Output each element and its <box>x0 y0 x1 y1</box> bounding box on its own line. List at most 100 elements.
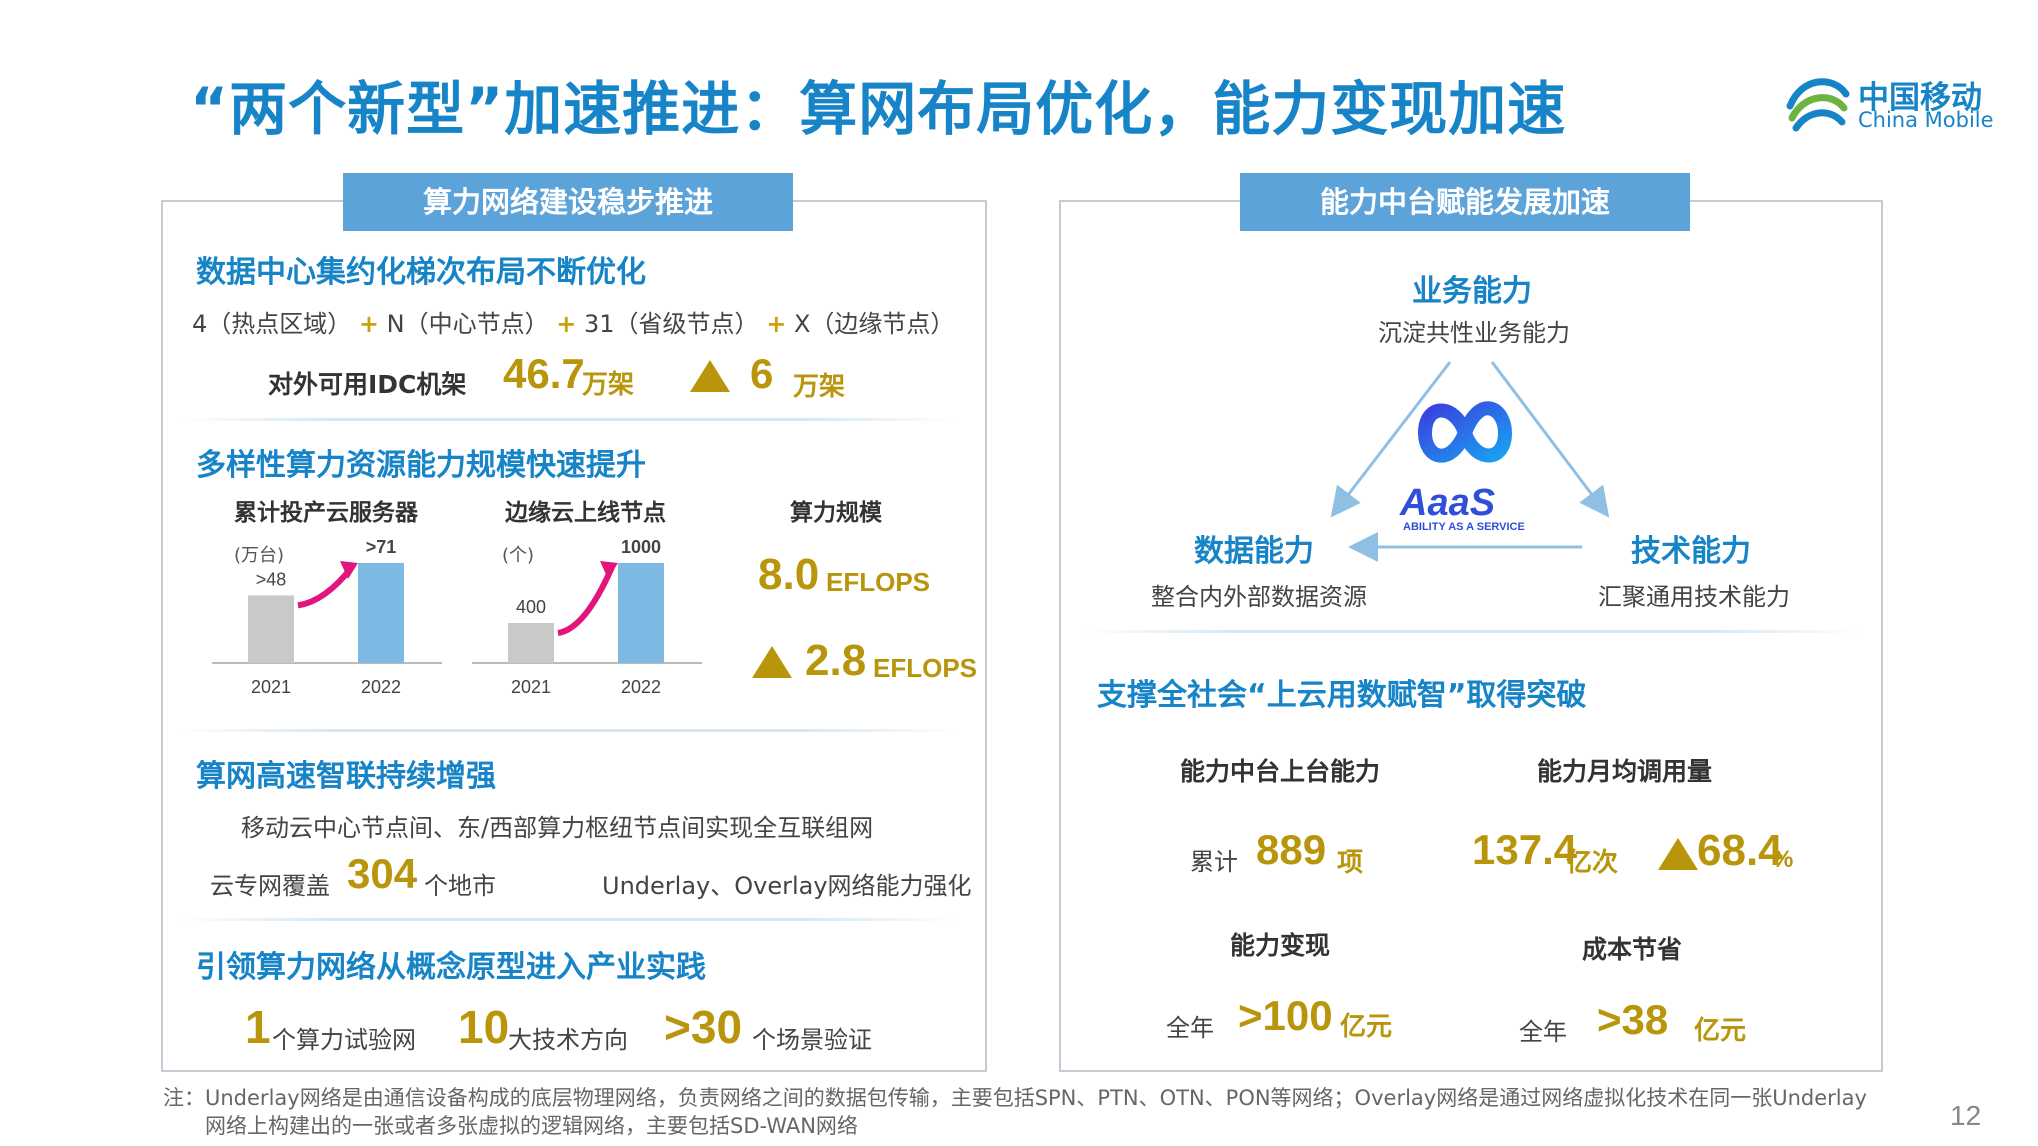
kpi-calls-title: 能力月均调用量 <box>1537 757 1713 786</box>
growth-arrow-icon <box>297 565 355 609</box>
increase-triangle-icon <box>752 646 792 678</box>
network-interconnect-text: 移动云中心节点间、东/西部算力枢纽节点间实现全互联组网 <box>241 814 874 842</box>
section-divider <box>1082 630 1862 633</box>
section-compute-heading: 多样性算力资源能力规模快速提升 <box>196 448 646 483</box>
idc-increase-unit: 万架 <box>793 371 846 401</box>
idc-label: 对外可用IDC机架 <box>268 370 467 399</box>
increase-triangle-icon <box>1658 838 1698 870</box>
capability-cycle-arrows <box>1330 361 1610 562</box>
section-divider <box>178 918 958 921</box>
kpi-saving-title: 成本节省 <box>1582 935 1683 964</box>
kpi-saving-prefix: 全年 <box>1519 1018 1567 1046</box>
kpi-revenue-prefix: 全年 <box>1166 1014 1214 1042</box>
cloud-network-unit: 个地市 <box>424 872 496 900</box>
chart2-title: 边缘云上线节点 <box>505 500 666 526</box>
tech-direction-text: 大技术方向 <box>508 1026 628 1054</box>
section-industry-heading: 引领算力网络从概念原型进入产业实践 <box>196 950 706 985</box>
kpi-capability-value: 889 <box>1256 826 1327 873</box>
node-edge: X（边缘节点） <box>793 310 955 338</box>
growth-arrow-icon <box>557 565 615 636</box>
left-panel <box>161 200 987 1072</box>
data-capability-sub: 整合内外部数据资源 <box>1151 583 1367 611</box>
data-label: 400 <box>516 597 546 617</box>
aaas-infinity-logo-icon <box>1418 401 1512 463</box>
bar-2021 <box>248 595 294 663</box>
chart3-title: 算力规模 <box>790 500 882 526</box>
chart1-title: 累计投产云服务器 <box>234 500 418 526</box>
kpi-saving-value: >38 <box>1597 996 1669 1043</box>
x-tick-label: 2021 <box>511 677 551 697</box>
page-number: 12 <box>1950 1100 1982 1131</box>
left-panel-tab: 算力网络建设稳步推进 <box>343 173 793 231</box>
tech-capability-sub: 汇聚通用技术能力 <box>1598 583 1790 611</box>
testnet-value: 1 <box>245 1001 271 1053</box>
idc-unit: 万架 <box>582 369 635 399</box>
kpi-revenue-value: >100 <box>1238 992 1333 1039</box>
node-layout-line: 4（热点区域） + N（中心节点） + 31（省级节点） + X（边缘节点） <box>192 304 954 339</box>
compute-scale-value: 8.0 <box>758 550 820 599</box>
testnet-text: 个算力试验网 <box>272 1026 416 1054</box>
data-label: >48 <box>256 569 287 589</box>
kpi-calls-increase-unit: % <box>1772 846 1794 873</box>
kpi-revenue-title: 能力变现 <box>1230 931 1331 960</box>
chart1-unit: (万台) <box>234 545 285 566</box>
section-divider <box>178 729 958 732</box>
increase-triangle-icon <box>690 360 730 392</box>
business-capability-title: 业务能力 <box>1412 274 1532 309</box>
tech-capability-title: 技术能力 <box>1631 534 1751 569</box>
kpi-calls-unit: 亿次 <box>1566 847 1619 877</box>
cloud-network-label: 云专网覆盖 <box>210 872 330 900</box>
compute-scale-unit: EFLOPS <box>826 567 931 597</box>
bar-2021 <box>508 623 554 663</box>
kpi-revenue-unit: 亿元 <box>1340 1011 1393 1041</box>
right-panel <box>1059 200 1883 1072</box>
page-title: “两个新型”加速推进：算网布局优化，能力变现加速 <box>190 75 1567 143</box>
plus-sign: + <box>358 310 380 338</box>
edge-node-chart: 400 2021 1000 2022 <box>472 537 702 697</box>
scenario-value: >30 <box>664 1001 743 1053</box>
growth-arrow-head-icon <box>600 561 618 579</box>
bar-2022 <box>358 563 404 663</box>
logo-chinese-name: 中国移动 <box>1858 80 1982 116</box>
scenario-text: 个场景验证 <box>752 1026 872 1054</box>
kpi-capability-unit: 项 <box>1337 847 1364 877</box>
kpi-calls-increase: 68.4 <box>1697 826 1783 875</box>
aaas-tagline: ABILITY AS A SERVICE <box>1403 521 1525 533</box>
kpi-saving-unit: 亿元 <box>1694 1015 1747 1045</box>
node-hotspot: 4（热点区域） <box>192 310 352 338</box>
plus-sign: + <box>556 310 577 338</box>
kpi-capability-prefix: 累计 <box>1190 848 1238 876</box>
right-panel-tab: 能力中台赋能发展加速 <box>1240 173 1690 231</box>
kpi-capability-title: 能力中台上台能力 <box>1180 757 1381 786</box>
bar-2022 <box>618 563 664 663</box>
data-label: 1000 <box>621 537 661 557</box>
node-center: N（中心节点） <box>386 310 549 338</box>
compute-increase-value: 2.8 <box>805 636 867 685</box>
idc-increase-value: 6 <box>750 350 774 397</box>
kpi-calls-value: 137.4 <box>1472 826 1578 873</box>
china-mobile-logo-icon <box>1786 78 1850 132</box>
plus-sign: + <box>766 310 787 338</box>
section-network-heading: 算网高速智联持续增强 <box>196 759 496 794</box>
data-label: >71 <box>366 537 397 557</box>
tech-direction-value: 10 <box>458 1001 510 1053</box>
underlay-overlay-text: Underlay、Overlay网络能力强化 <box>602 872 972 900</box>
x-tick-label: 2022 <box>361 677 401 697</box>
footnote-line-1: 注：Underlay网络是由通信设备构成的底层物理网络，负责网络之间的数据包传输… <box>163 1086 1867 1110</box>
cloud-server-chart: >48 2021 >71 2022 <box>212 537 442 697</box>
cloud-network-value: 304 <box>347 850 418 897</box>
footnote-line-2: 网络上构建出的一张或者多张虚拟的逻辑网络，主要包括SD-WAN网络 <box>205 1114 858 1138</box>
x-tick-label: 2021 <box>251 677 291 697</box>
idc-value: 46.7 <box>503 350 585 397</box>
data-capability-title: 数据能力 <box>1194 534 1314 569</box>
section-empower-heading: 支撑全社会“上云用数赋智”取得突破 <box>1097 678 1587 713</box>
section-datacenter-heading: 数据中心集约化梯次布局不断优化 <box>196 255 646 290</box>
aaas-wordmark: AaaS <box>1400 482 1496 524</box>
logo-english-name: China Mobile <box>1858 108 1994 132</box>
x-tick-label: 2022 <box>621 677 661 697</box>
chart2-unit: (个) <box>502 545 535 566</box>
compute-increase-unit: EFLOPS <box>873 653 978 683</box>
growth-arrow-head-icon <box>340 561 358 579</box>
business-capability-sub: 沉淀共性业务能力 <box>1378 319 1570 347</box>
node-province: 31（省级节点） <box>584 310 759 338</box>
